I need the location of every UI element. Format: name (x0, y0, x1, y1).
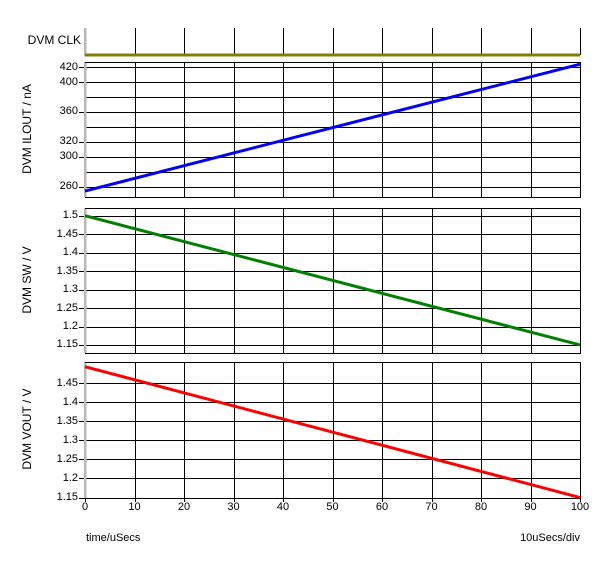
sw-y-tick-label: 1.15 (56, 338, 78, 351)
sw-y-axis-bar (84, 208, 87, 353)
vout-y-tick-label: 1.3 (62, 433, 78, 446)
vout-y-tick-label: 1.25 (56, 452, 78, 465)
x-tick-label: 20 (177, 501, 191, 513)
x-tick-label: 0 (81, 501, 89, 513)
sw-y-tick-label: 1.2 (62, 320, 78, 333)
sw-trace[interactable] (84, 214, 581, 347)
x-tick-label: 30 (227, 501, 240, 513)
vout-trace[interactable] (84, 365, 581, 499)
x-tick-label: 70 (425, 501, 438, 513)
x-axis-title: time/uSecs (86, 532, 141, 544)
sw-y-tick-label: 1.35 (56, 264, 78, 277)
x-tick-label: 40 (276, 501, 290, 513)
x-tick-label: 60 (375, 501, 389, 513)
vout-y-axis-bar (84, 362, 87, 498)
sw-y-tick-label: 1.25 (56, 301, 78, 314)
x-axis-scale-label: 10uSecs/div (520, 532, 580, 544)
sw-axis-label: DVM SW / V (20, 245, 34, 314)
vout-y-tick-label: 1.4 (62, 395, 78, 408)
ilout-y-tick-label: 320 (59, 135, 78, 148)
sw-y-tick-label: 1.45 (56, 227, 78, 240)
ilout-y-tick-label: 420 (59, 60, 78, 73)
vout-y-tick-label: 1.45 (56, 376, 78, 389)
clk-panel-label: DVM CLK (27, 33, 81, 47)
vout-axis-label: DVM VOUT / V (20, 388, 34, 470)
sw-y-tick-label: 1.4 (62, 246, 78, 259)
vout-y-tick-label: 1.15 (56, 491, 78, 504)
x-tick-label: 80 (474, 501, 488, 513)
vout-y-tick-label: 1.35 (56, 414, 78, 427)
ilout-trace[interactable] (84, 62, 581, 193)
vout-y-tick-label: 1.2 (62, 471, 78, 484)
ilout-y-tick-label: 300 (59, 150, 78, 163)
x-tick-label: 90 (524, 501, 537, 513)
x-tick-label: 10 (128, 501, 141, 513)
x-tick-label: 50 (326, 501, 339, 513)
ilout-y-axis-bar (84, 62, 87, 197)
clk-plot-area[interactable] (85, 28, 580, 55)
clk-y-axis-bar (84, 28, 87, 57)
x-tick-label: 100 (570, 501, 590, 513)
sw-y-tick-label: 1.3 (62, 283, 78, 296)
ilout-y-tick-label: 400 (59, 75, 78, 88)
ilout-y-tick-label: 360 (59, 105, 78, 118)
sw-y-tick-label: 1.5 (62, 209, 78, 222)
ilout-y-tick-label: 260 (59, 180, 78, 193)
